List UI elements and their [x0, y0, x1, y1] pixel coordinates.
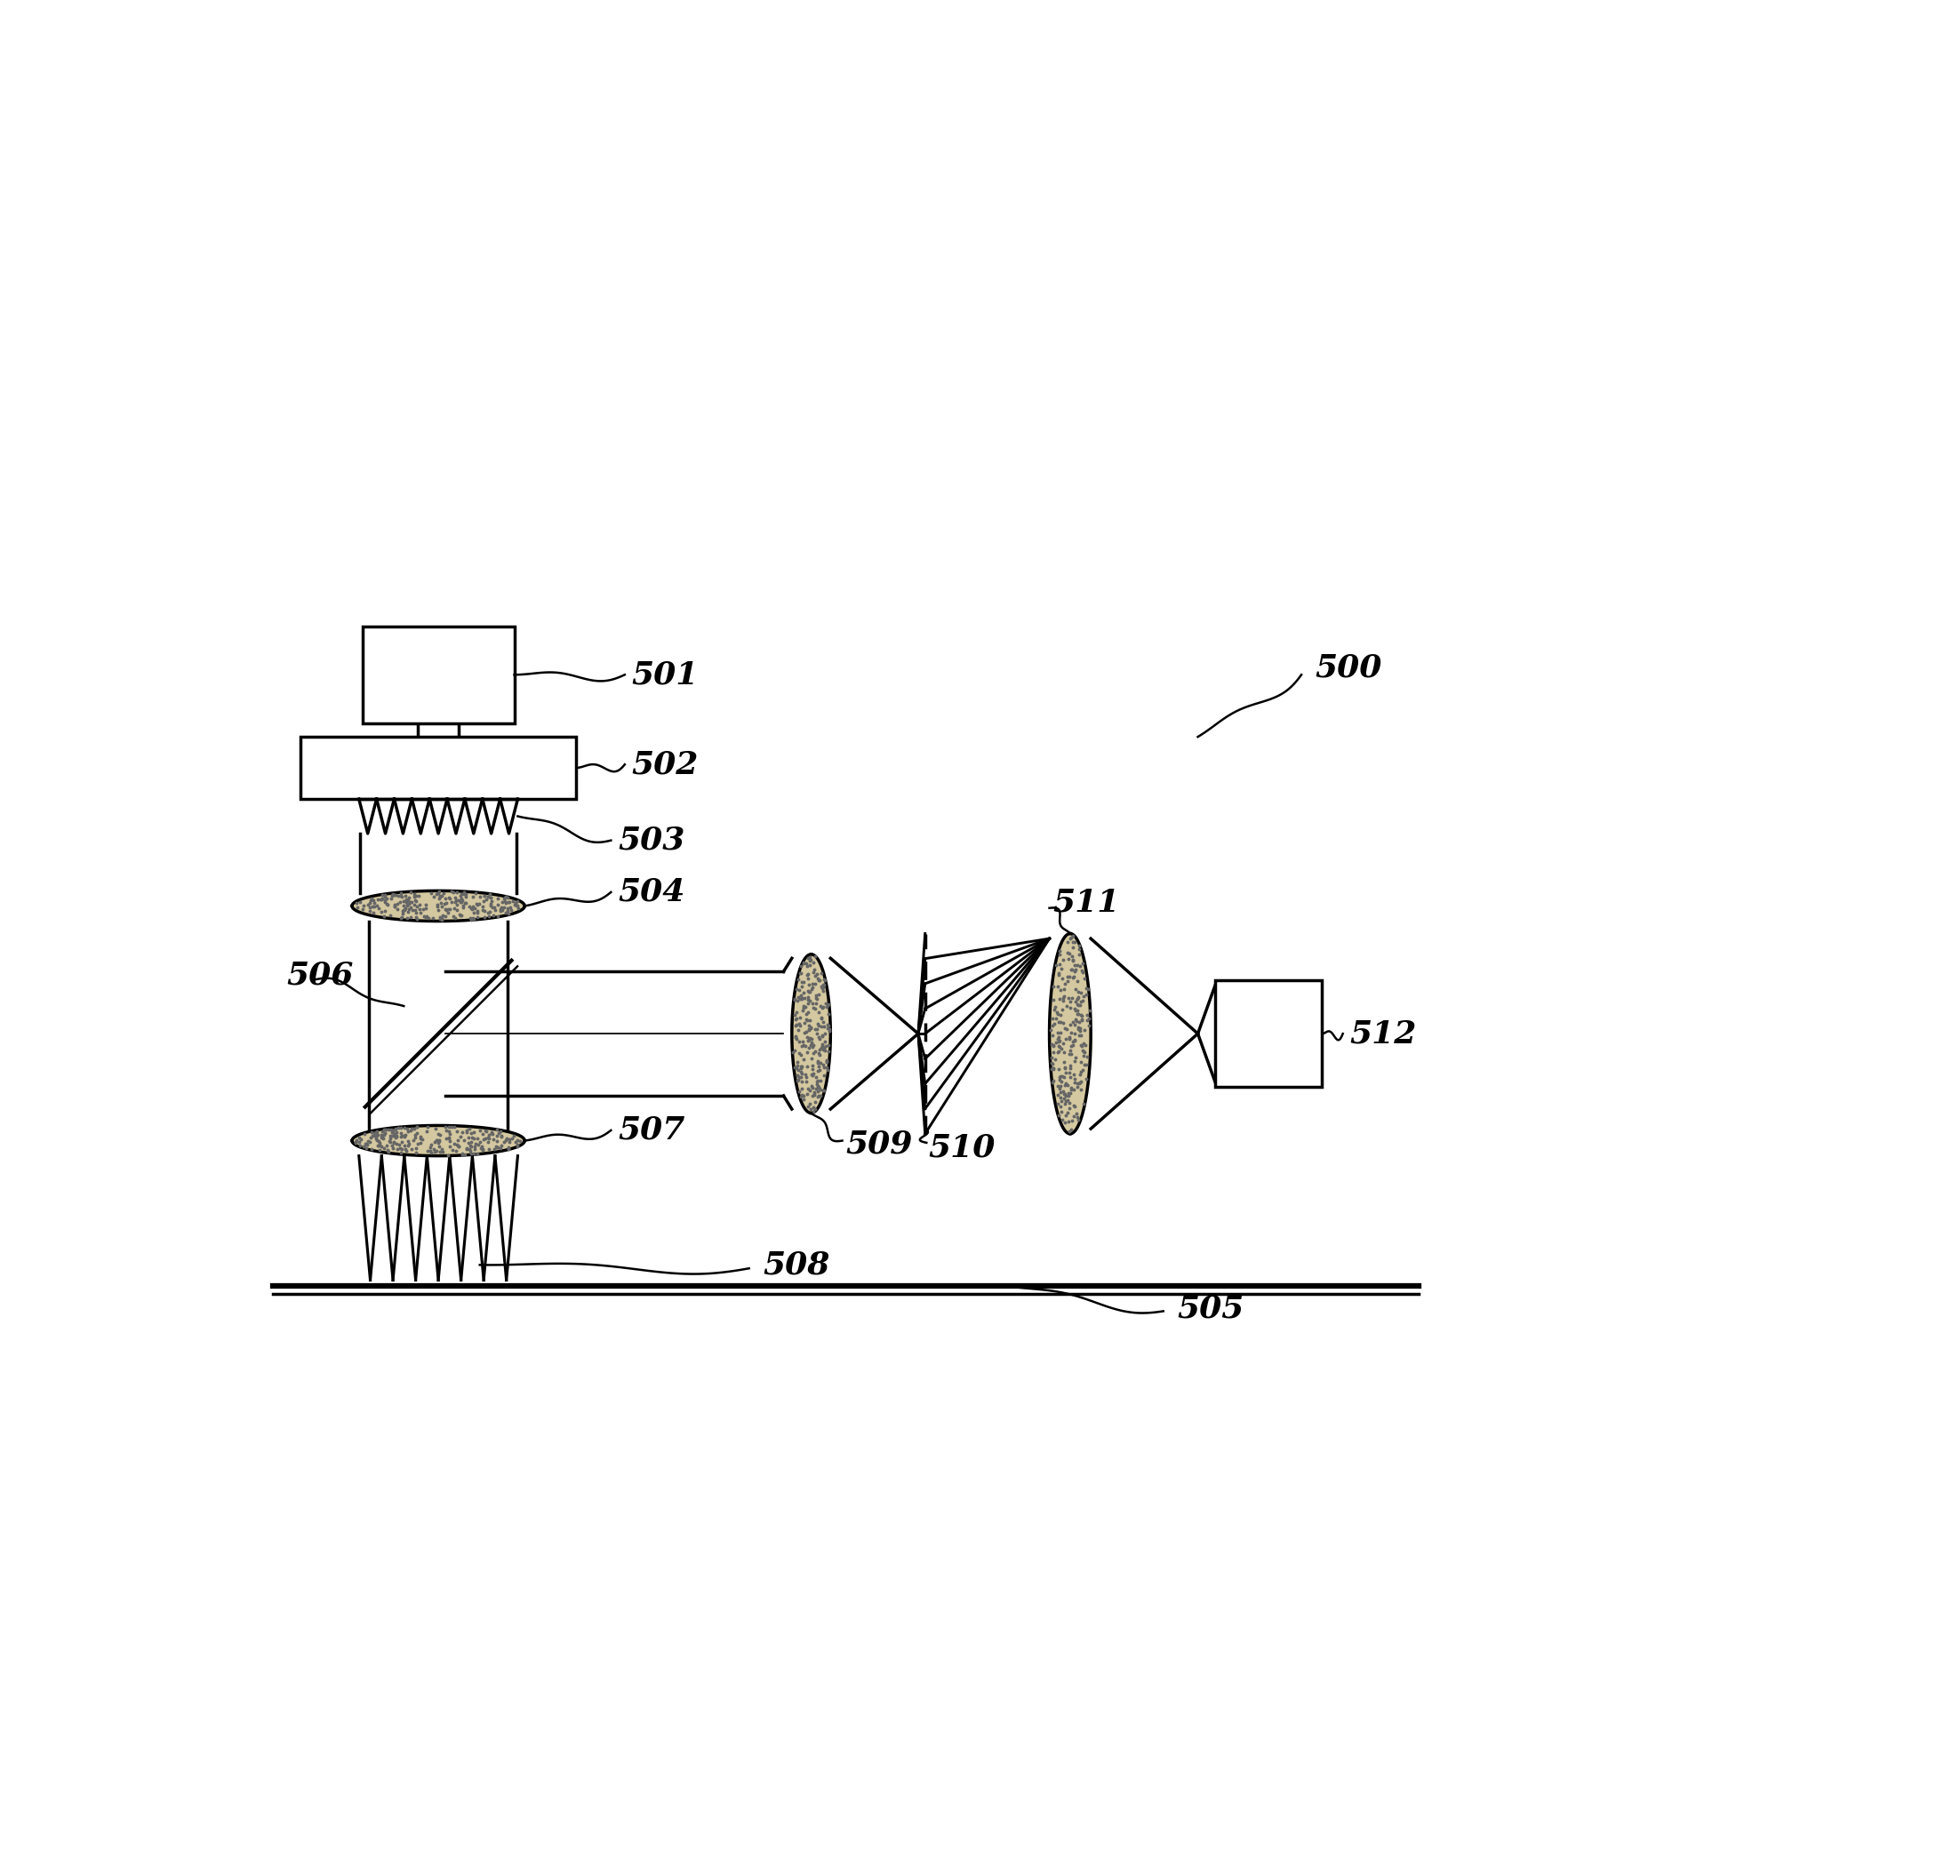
Text: 504: 504	[617, 878, 684, 908]
Polygon shape	[353, 891, 525, 921]
Polygon shape	[1049, 934, 1092, 1133]
Text: 507: 507	[617, 1114, 684, 1146]
Text: 502: 502	[631, 749, 698, 780]
Text: 503: 503	[617, 825, 684, 855]
Bar	[363, 627, 514, 722]
Text: 500: 500	[1315, 653, 1382, 683]
Text: 501: 501	[631, 660, 698, 690]
Bar	[1215, 979, 1323, 1088]
Text: 505: 505	[1178, 1293, 1245, 1323]
Text: 509: 509	[845, 1129, 913, 1159]
Text: 506: 506	[286, 961, 353, 991]
Polygon shape	[792, 955, 831, 1112]
Text: 512: 512	[1350, 1019, 1417, 1049]
Text: 511: 511	[1053, 887, 1119, 917]
Polygon shape	[353, 1126, 525, 1156]
Bar	[300, 737, 576, 799]
Text: 510: 510	[929, 1133, 996, 1163]
Text: 508: 508	[762, 1249, 829, 1279]
